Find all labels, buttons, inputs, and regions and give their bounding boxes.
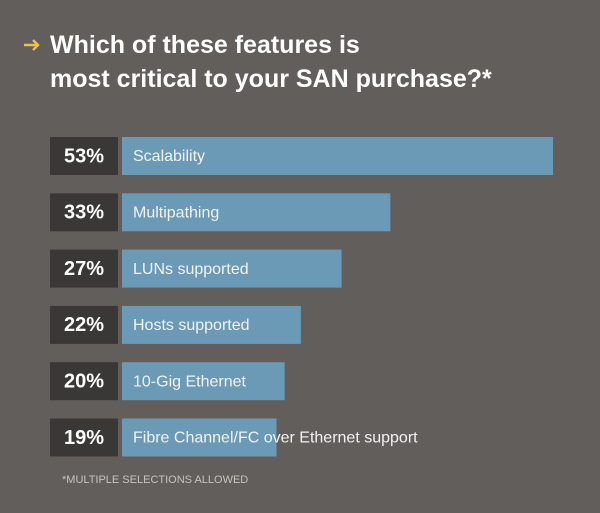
value-label: 20% xyxy=(64,370,104,392)
bar xyxy=(122,137,553,175)
category-label: Scalability xyxy=(133,148,205,165)
value-label: 19% xyxy=(64,427,104,449)
bar xyxy=(122,362,285,401)
category-label: Fibre Channel/FC over Ethernet support xyxy=(133,430,418,447)
value-box xyxy=(50,305,118,344)
category-label: 10-Gig Ethernet xyxy=(133,373,247,390)
footnote: *MULTIPLE SELECTIONS ALLOWED xyxy=(62,474,248,486)
value-label: 27% xyxy=(64,258,104,280)
category-label: Multipathing xyxy=(133,205,219,222)
bar xyxy=(122,305,301,344)
value-label: 22% xyxy=(64,314,104,336)
bar xyxy=(122,249,342,288)
value-label: 33% xyxy=(64,202,104,224)
bar xyxy=(122,418,277,457)
chart-title: Which of these features is most critical … xyxy=(50,31,492,93)
title-arrow xyxy=(24,39,40,51)
value-box xyxy=(50,193,118,232)
category-label: LUNs supported xyxy=(133,261,249,278)
category-label: Hosts supported xyxy=(133,317,250,334)
value-box xyxy=(50,249,118,288)
value-label: 53% xyxy=(64,145,104,167)
value-box xyxy=(50,418,118,457)
value-box xyxy=(50,137,118,175)
bar xyxy=(122,193,391,232)
value-box xyxy=(50,362,118,401)
